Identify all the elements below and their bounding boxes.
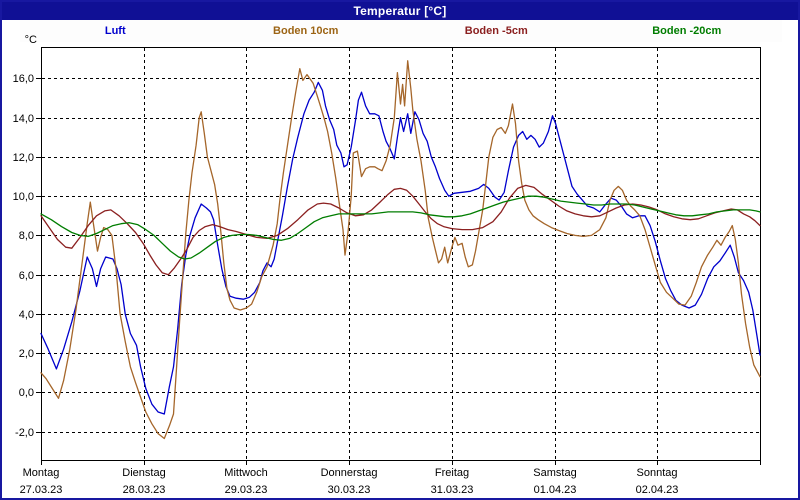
y-axis-tick-label: 2,0 bbox=[19, 348, 34, 360]
legend-item-boden-10cm: Boden 10cm bbox=[273, 25, 339, 37]
x-axis-date-label: 29.03.23 bbox=[225, 484, 268, 496]
x-axis-day-label: Donnerstag bbox=[321, 467, 378, 479]
y-axis-unit-label: °C bbox=[25, 34, 37, 46]
series-line-boden-20cm bbox=[40, 195, 761, 260]
x-axis-date-label: 31.03.23 bbox=[431, 484, 474, 496]
x-axis-day-label: Mittwoch bbox=[224, 467, 267, 479]
y-axis-tick-label: 6,0 bbox=[19, 270, 34, 282]
x-axis-day-label: Dienstag bbox=[122, 467, 165, 479]
plot-border bbox=[41, 47, 761, 461]
y-axis-tick-label: 14,0 bbox=[13, 113, 34, 125]
x-axis-day-label: Sonntag bbox=[637, 467, 678, 479]
series-line-boden-10cm bbox=[40, 60, 761, 440]
legend-item-boden-minus20cm: Boden -20cm bbox=[652, 25, 722, 37]
y-axis-tick-label: 8,0 bbox=[19, 230, 34, 242]
window-title: Temperatur [°C] bbox=[353, 4, 447, 18]
y-axis-tick-label: 4,0 bbox=[19, 309, 34, 321]
x-axis-date-label: 30.03.23 bbox=[328, 484, 371, 496]
series-line-luft bbox=[40, 81, 761, 415]
y-axis-tick-label: 12,0 bbox=[13, 152, 34, 164]
x-axis-day-label: Samstag bbox=[533, 467, 576, 479]
y-axis-tick-label: -2,0 bbox=[15, 427, 34, 439]
legend-bar: Luft Boden 10cm Boden -5cm Boden -20cm bbox=[20, 20, 782, 42]
legend-item-boden-minus5cm: Boden -5cm bbox=[464, 25, 528, 37]
y-axis-tick-label: 16,0 bbox=[13, 73, 34, 85]
x-axis-date-label: 01.04.23 bbox=[534, 484, 577, 496]
x-axis-date-label: 27.03.23 bbox=[20, 484, 63, 496]
x-axis-day-label: Freitag bbox=[435, 467, 469, 479]
y-axis-tick-label: 0,0 bbox=[19, 387, 34, 399]
x-axis-date-label: 28.03.23 bbox=[123, 484, 166, 496]
series-line-boden-5cm bbox=[40, 184, 761, 276]
legend-item-luft: Luft bbox=[104, 25, 126, 37]
title-bar: Temperatur [°C] bbox=[2, 2, 798, 20]
y-axis-tick-label: 10,0 bbox=[13, 191, 34, 203]
x-axis-day-label: Montag bbox=[23, 467, 60, 479]
x-axis-date-label: 02.04.23 bbox=[636, 484, 679, 496]
